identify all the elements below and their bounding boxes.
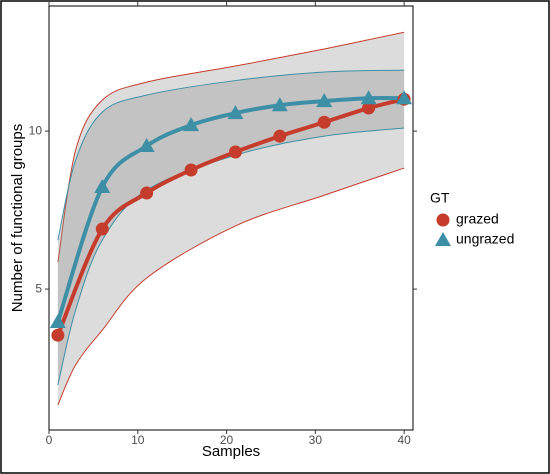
plot-border — [48, 5, 414, 431]
x-tick-label: 20 — [220, 433, 234, 447]
marker — [362, 101, 376, 115]
marker — [95, 222, 109, 236]
marker — [228, 145, 242, 159]
marker — [140, 186, 154, 200]
legend-label: grazed — [456, 211, 499, 227]
x-tick-label: 40 — [397, 433, 411, 447]
x-tick-label: 10 — [131, 433, 145, 447]
marker — [396, 90, 413, 105]
legend-label: ungrazed — [456, 231, 514, 247]
band-upper-edge — [57, 69, 405, 241]
marker — [49, 313, 66, 328]
marker — [184, 163, 198, 177]
marker — [94, 179, 111, 194]
x-tick-label: 30 — [309, 433, 323, 447]
band-lower-edge — [57, 167, 405, 406]
marker — [273, 129, 287, 143]
y-axis-title: Number of functional groups — [9, 124, 26, 312]
marker — [138, 137, 155, 152]
band-upper-edge — [57, 31, 405, 263]
marker — [183, 117, 200, 132]
marker — [360, 90, 377, 105]
marker — [435, 232, 451, 246]
marker — [317, 115, 331, 129]
marker — [316, 93, 333, 108]
y-tick-label: 5 — [35, 281, 42, 295]
x-tick-label: 0 — [46, 433, 53, 447]
marker — [271, 97, 288, 112]
marker — [51, 328, 65, 342]
x-axis-title: Samples — [202, 443, 260, 460]
marker — [227, 105, 244, 120]
marker — [436, 213, 450, 227]
y-tick-label: 10 — [29, 123, 43, 137]
legend-title: GT — [430, 190, 450, 206]
